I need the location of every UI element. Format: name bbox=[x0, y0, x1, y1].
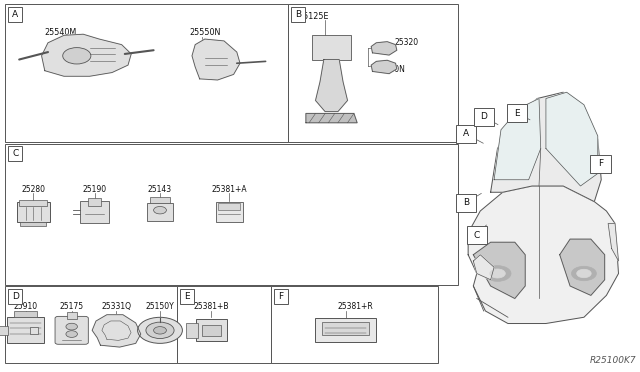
Bar bbox=[202, 325, 221, 336]
Text: 25280: 25280 bbox=[21, 185, 45, 194]
Text: D: D bbox=[481, 112, 487, 121]
Bar bbox=[14, 311, 37, 317]
Polygon shape bbox=[306, 113, 357, 123]
Text: R25100K7: R25100K7 bbox=[590, 356, 637, 365]
Circle shape bbox=[63, 48, 91, 64]
Polygon shape bbox=[371, 42, 397, 55]
Bar bbox=[312, 35, 351, 60]
Bar bbox=[17, 202, 50, 222]
Circle shape bbox=[490, 269, 506, 278]
Bar bbox=[316, 318, 376, 342]
Bar bbox=[196, 319, 227, 341]
Bar bbox=[147, 203, 173, 221]
Circle shape bbox=[154, 206, 166, 214]
Text: 25320: 25320 bbox=[394, 38, 419, 47]
Polygon shape bbox=[316, 60, 348, 112]
Polygon shape bbox=[92, 315, 141, 347]
Text: 25910: 25910 bbox=[13, 302, 38, 311]
Text: 25175: 25175 bbox=[60, 302, 84, 311]
Text: 25381+B: 25381+B bbox=[193, 302, 229, 311]
Bar bbox=[88, 198, 101, 206]
Bar bbox=[177, 286, 271, 363]
Polygon shape bbox=[491, 92, 601, 202]
Text: A: A bbox=[12, 10, 19, 19]
Polygon shape bbox=[546, 92, 598, 186]
Text: 25540M: 25540M bbox=[45, 28, 77, 37]
Bar bbox=[0, 326, 8, 335]
Text: B: B bbox=[463, 198, 469, 207]
Text: 25320N: 25320N bbox=[375, 65, 405, 74]
Text: 25125E: 25125E bbox=[298, 12, 329, 20]
Text: 25143: 25143 bbox=[148, 185, 172, 194]
Text: F: F bbox=[598, 159, 603, 168]
Circle shape bbox=[66, 331, 77, 337]
Text: 25550N: 25550N bbox=[189, 28, 221, 37]
Text: F: F bbox=[278, 292, 284, 301]
Circle shape bbox=[138, 317, 182, 343]
Bar bbox=[19, 199, 47, 206]
Text: 25331Q: 25331Q bbox=[102, 302, 131, 311]
Bar bbox=[5, 144, 458, 285]
Bar bbox=[67, 312, 77, 319]
Polygon shape bbox=[42, 34, 131, 76]
Text: 25381+A: 25381+A bbox=[211, 185, 247, 194]
Bar bbox=[274, 289, 288, 304]
Bar bbox=[456, 125, 476, 143]
Polygon shape bbox=[474, 255, 494, 280]
Bar bbox=[8, 289, 22, 304]
Bar bbox=[288, 4, 458, 142]
Bar bbox=[322, 322, 369, 335]
Bar bbox=[271, 286, 438, 363]
FancyBboxPatch shape bbox=[55, 316, 88, 344]
Bar bbox=[474, 108, 494, 126]
Bar bbox=[8, 7, 22, 22]
Bar bbox=[5, 286, 177, 363]
Polygon shape bbox=[560, 239, 605, 295]
Polygon shape bbox=[371, 60, 397, 74]
Text: 25190: 25190 bbox=[83, 185, 107, 194]
Text: 25381+R: 25381+R bbox=[337, 302, 373, 311]
Bar bbox=[31, 327, 38, 334]
Circle shape bbox=[146, 322, 174, 339]
Circle shape bbox=[572, 266, 596, 281]
Text: C: C bbox=[474, 231, 480, 240]
Circle shape bbox=[484, 266, 511, 281]
Polygon shape bbox=[474, 242, 525, 298]
Polygon shape bbox=[608, 224, 618, 261]
Bar bbox=[456, 194, 476, 212]
Bar bbox=[467, 226, 487, 244]
Text: D: D bbox=[12, 292, 19, 301]
Text: 25150Y: 25150Y bbox=[146, 302, 174, 311]
Bar bbox=[5, 4, 288, 142]
Bar bbox=[507, 104, 527, 122]
Bar bbox=[7, 317, 44, 343]
Bar bbox=[186, 323, 198, 338]
Polygon shape bbox=[494, 99, 541, 180]
Text: B: B bbox=[295, 10, 301, 19]
Polygon shape bbox=[192, 39, 240, 80]
Bar bbox=[20, 221, 46, 226]
Text: C: C bbox=[12, 149, 19, 158]
Bar bbox=[216, 202, 243, 222]
Bar bbox=[8, 146, 22, 161]
Text: E: E bbox=[184, 292, 189, 301]
Text: E: E bbox=[515, 109, 520, 118]
Bar bbox=[180, 289, 194, 304]
Polygon shape bbox=[468, 186, 618, 324]
Circle shape bbox=[66, 323, 77, 330]
Bar bbox=[81, 201, 109, 223]
Bar bbox=[291, 7, 305, 22]
Circle shape bbox=[154, 327, 166, 334]
Text: A: A bbox=[463, 129, 469, 138]
Bar bbox=[590, 155, 611, 173]
Bar bbox=[150, 197, 170, 203]
Circle shape bbox=[577, 269, 591, 278]
Bar bbox=[218, 203, 240, 210]
